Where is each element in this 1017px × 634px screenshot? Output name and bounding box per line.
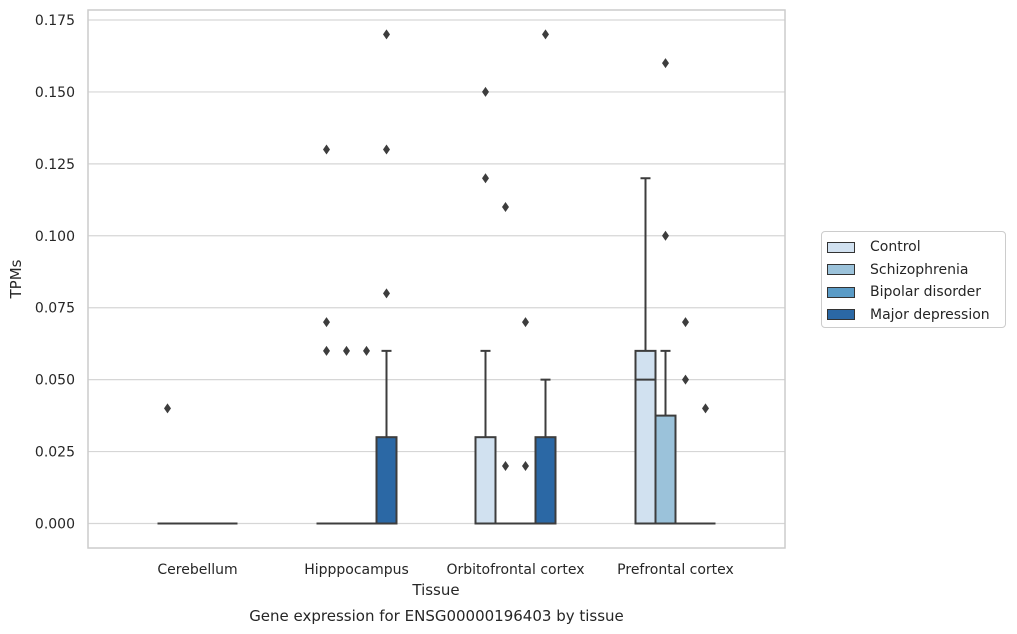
outlier-point [323, 317, 330, 328]
y-tick-label: 0.125 [35, 157, 75, 173]
box-body [474, 436, 497, 525]
x-tick-label: Cerebellum [157, 562, 237, 578]
y-tick-label: 0.075 [35, 301, 75, 317]
legend: Control Schizophrenia Bipolar disorder Majo… [821, 231, 1006, 328]
legend-swatch [827, 309, 855, 321]
y-tick-label: 0.050 [35, 373, 75, 389]
outlier-point [682, 374, 689, 385]
outlier-point [482, 86, 489, 97]
outlier-point [542, 29, 549, 40]
outlier-point [323, 144, 330, 155]
box-body [654, 414, 677, 525]
y-axis-label: TPMs [7, 259, 25, 299]
outlier-point [383, 29, 390, 40]
outlier-point [522, 460, 529, 471]
y-tick-labels: 0.000 0.025 0.050 0.075 0.100 0.125 0.150 0.175 [35, 13, 75, 533]
outlier-point [682, 317, 689, 328]
outlier-point [522, 317, 529, 328]
y-tick-label: 0.150 [35, 85, 75, 101]
legend-item: Bipolar disorder [827, 281, 1005, 304]
outlier-point [164, 403, 171, 414]
legend-label: Bipolar disorder [870, 284, 982, 301]
x-tick-label: Orbitofrontal cortex [447, 562, 585, 578]
box-major-depression [375, 349, 398, 525]
x-tick-labels: Cerebellum Hipppocampus Orbitofrontal cort… [157, 562, 733, 578]
outlier-point [662, 230, 669, 241]
outlier-point [383, 288, 390, 299]
outlier-point [383, 144, 390, 155]
box-body [634, 349, 657, 525]
outlier-points [164, 29, 709, 471]
outlier-point [502, 202, 509, 213]
outlier-point [343, 345, 350, 356]
box-control [474, 349, 497, 525]
outlier-point [323, 345, 330, 356]
box-groups [157, 177, 716, 525]
chart-caption: Gene expression for ENSG00000196403 by t… [249, 607, 624, 625]
legend-label: Control [870, 239, 921, 256]
y-tick-label: 0.100 [35, 229, 75, 245]
box-body [375, 436, 398, 525]
legend-label: Major depression [870, 306, 990, 323]
legend-item: Schizophrenia [827, 259, 1005, 282]
outlier-point [482, 173, 489, 184]
legend-swatch [827, 241, 855, 253]
outlier-point [702, 403, 709, 414]
plot-frame [87, 9, 786, 549]
y-tick-label: 0.000 [35, 517, 75, 533]
legend-swatch [827, 264, 855, 276]
legend-item: Major depression [827, 304, 1005, 327]
box-body [534, 436, 557, 525]
outlier-point [662, 58, 669, 69]
outlier-point [502, 460, 509, 471]
box-major-depression [534, 378, 557, 525]
legend-item: Control [827, 236, 1005, 259]
outlier-point [363, 345, 370, 356]
y-tick-label: 0.025 [35, 445, 75, 461]
x-tick-label: Prefrontal cortex [617, 562, 734, 578]
y-tick-label: 0.175 [35, 13, 75, 29]
legend-label: Schizophrenia [870, 261, 969, 278]
grid-lines [88, 19, 785, 525]
box-control [634, 177, 657, 525]
x-axis-label: Tissue [411, 581, 459, 599]
legend-swatch [827, 286, 855, 298]
box-schizophrenia [654, 349, 677, 525]
x-tick-label: Hipppocampus [304, 562, 409, 578]
